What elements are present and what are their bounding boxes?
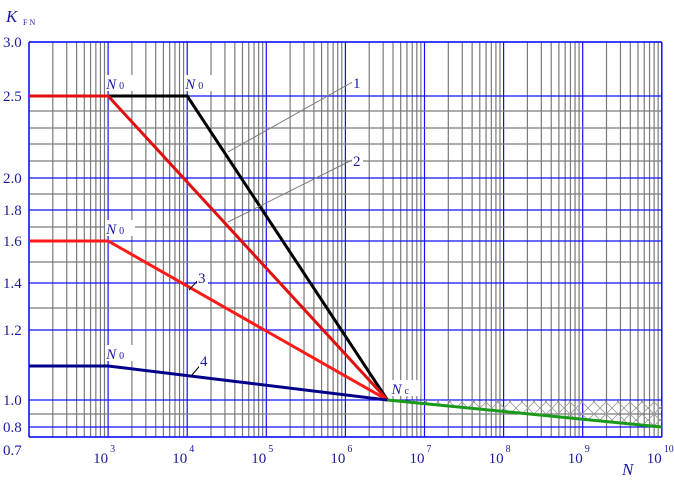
curve-label-3: 3 xyxy=(198,271,206,287)
x-tick-label-exponent: 9 xyxy=(585,444,590,455)
label-background xyxy=(105,220,136,236)
x-tick-label-base: 10 xyxy=(410,451,425,467)
label-background xyxy=(199,353,210,368)
leader-line-1 xyxy=(227,79,357,153)
series-lines xyxy=(29,94,662,429)
x-tick-label-exponent: 4 xyxy=(189,444,194,455)
labels: N 0 N 0N 0N 0N c3.02.52.01.81.61.41.21.00.80.7… xyxy=(3,7,674,479)
y-tick-label: 1.6 xyxy=(3,234,22,250)
x-tick-label-exponent: 7 xyxy=(427,444,432,455)
curve-label-4: 4 xyxy=(200,354,208,370)
y-axis-label: K xyxy=(5,7,19,26)
annotation-subscript: 0 xyxy=(119,226,124,237)
series-line-4 xyxy=(29,364,388,402)
label-background xyxy=(105,345,136,361)
x-tick-label-base: 10 xyxy=(489,451,504,467)
y-tick-label: 0.7 xyxy=(3,443,22,459)
y-tick-label: 1.0 xyxy=(3,393,22,409)
y-tick-label: 1.2 xyxy=(3,323,22,339)
x-tick-label-base: 10 xyxy=(647,451,662,467)
curve-label-1: 1 xyxy=(353,76,361,92)
label-background xyxy=(105,75,136,91)
series-line-3 xyxy=(29,239,389,402)
y-tick-label: 1.4 xyxy=(3,276,22,292)
leader-line-2 xyxy=(227,159,353,223)
x-tick-label-base: 10 xyxy=(568,451,583,467)
annotation-subscript: 0 xyxy=(119,81,124,92)
y-tick-label: 0.8 xyxy=(3,420,22,436)
label-background xyxy=(390,380,421,396)
y-tick-label: 1.8 xyxy=(3,203,22,219)
annotation-subscript: 0 xyxy=(119,351,124,362)
curve-label-2: 2 xyxy=(353,154,361,170)
label-background xyxy=(352,75,363,90)
series-line-tail xyxy=(387,398,662,429)
x-axis-label: N xyxy=(621,460,635,479)
x-tick-label-base: 10 xyxy=(330,451,345,467)
x-tick-label-base: 10 xyxy=(172,451,187,467)
label-background xyxy=(352,153,363,168)
annotation-subscript: 0 xyxy=(198,81,203,92)
annotation-subscript: c xyxy=(404,386,409,397)
y-tick-label: 3.0 xyxy=(3,35,22,51)
y-tick-label: 2.5 xyxy=(3,89,22,105)
x-tick-label-base: 10 xyxy=(251,451,266,467)
label-background xyxy=(184,75,215,91)
x-tick-label-exponent: 10 xyxy=(664,444,674,455)
y-tick-label: 2.0 xyxy=(3,171,22,187)
x-tick-label-exponent: 6 xyxy=(347,444,352,455)
x-tick-label-exponent: 5 xyxy=(268,444,273,455)
y-axis-label-subscript: FN xyxy=(23,18,37,27)
label-background xyxy=(197,270,208,285)
x-tick-label-exponent: 8 xyxy=(506,444,511,455)
x-tick-label-base: 10 xyxy=(93,451,108,467)
series-line-2 xyxy=(29,94,389,402)
x-tick-label-exponent: 3 xyxy=(110,444,115,455)
